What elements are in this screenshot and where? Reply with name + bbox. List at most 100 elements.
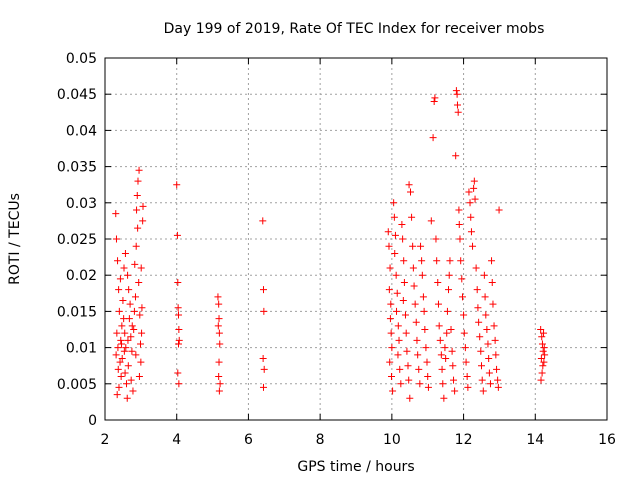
data-point — [390, 199, 398, 207]
data-point — [490, 322, 498, 330]
data-point — [394, 322, 402, 330]
data-point — [131, 293, 139, 301]
x-tick-label: 14 — [526, 432, 544, 448]
data-point — [135, 373, 143, 381]
data-point — [398, 221, 406, 229]
y-axis-label: ROTI / TECUs — [7, 193, 23, 285]
data-point — [124, 336, 132, 344]
data-point — [538, 369, 546, 377]
data-point — [434, 300, 442, 308]
data-point — [139, 217, 147, 225]
data-point — [115, 307, 123, 315]
data-point — [477, 347, 485, 355]
data-point — [126, 300, 134, 308]
x-tick-label: 10 — [383, 432, 401, 448]
data-point — [488, 257, 496, 265]
data-point — [471, 195, 479, 203]
data-point — [462, 358, 470, 366]
data-point — [466, 199, 474, 207]
data-point — [393, 307, 401, 315]
data-point — [391, 231, 399, 239]
data-point — [387, 300, 395, 308]
data-point — [117, 340, 125, 348]
data-point — [112, 235, 120, 243]
data-point — [403, 347, 411, 355]
data-point — [405, 181, 413, 189]
data-point — [537, 354, 545, 362]
data-point — [484, 340, 492, 348]
data-point — [404, 362, 412, 370]
data-point — [488, 278, 496, 286]
data-point — [386, 264, 394, 272]
data-point — [445, 271, 453, 279]
data-point — [387, 373, 395, 381]
data-point — [440, 394, 448, 402]
data-point — [414, 351, 422, 359]
x-tick-label: 12 — [455, 432, 473, 448]
data-point — [215, 387, 223, 395]
data-point — [214, 293, 222, 301]
data-point — [540, 344, 548, 352]
data-point — [137, 358, 145, 366]
grid-lines — [105, 58, 607, 420]
data-point — [418, 257, 426, 265]
data-point — [260, 307, 268, 315]
data-point — [418, 271, 426, 279]
data-point — [131, 260, 139, 268]
data-point — [122, 344, 130, 352]
data-point — [133, 192, 141, 200]
data-point — [446, 257, 454, 265]
data-point — [127, 376, 135, 384]
data-point — [214, 322, 222, 330]
data-point — [431, 94, 439, 102]
data-point — [121, 249, 129, 257]
data-point — [259, 286, 267, 294]
data-point — [137, 264, 145, 272]
data-point — [216, 380, 224, 388]
data-point — [485, 354, 493, 362]
data-point — [386, 315, 394, 323]
y-tick-label: 0.025 — [57, 232, 97, 248]
data-point — [539, 347, 547, 355]
data-point — [447, 326, 455, 333]
data-point — [449, 362, 457, 370]
data-point — [409, 264, 417, 272]
data-point — [120, 347, 128, 355]
data-point — [458, 275, 466, 283]
data-point — [128, 347, 136, 355]
data-point — [400, 257, 408, 265]
data-point — [121, 369, 129, 377]
data-point — [461, 344, 469, 352]
data-point — [470, 177, 478, 185]
data-point — [173, 231, 181, 239]
data-point — [460, 329, 468, 337]
y-tick-label: 0.03 — [66, 196, 97, 212]
data-point — [216, 340, 224, 348]
data-point — [175, 326, 183, 333]
data-point — [432, 235, 440, 243]
data-point — [132, 242, 140, 250]
data-point — [494, 383, 502, 391]
data-point — [134, 177, 142, 185]
data-point — [135, 166, 143, 174]
data-point — [114, 365, 122, 373]
data-point — [541, 351, 549, 359]
data-point — [411, 300, 419, 308]
data-point — [433, 257, 441, 265]
data-point — [455, 221, 463, 229]
data-point — [120, 264, 128, 272]
data-point — [130, 326, 138, 333]
data-point — [455, 206, 463, 214]
data-point — [392, 271, 400, 279]
x-axis-label: GPS time / hours — [297, 459, 414, 475]
data-point — [127, 333, 135, 341]
data-point — [259, 354, 267, 362]
data-point — [115, 286, 123, 294]
data-point — [116, 358, 124, 366]
data-point — [476, 333, 484, 341]
data-point — [443, 329, 451, 337]
data-point — [427, 217, 435, 225]
data-point — [454, 108, 462, 116]
y-tick-label: 0.045 — [57, 87, 97, 103]
